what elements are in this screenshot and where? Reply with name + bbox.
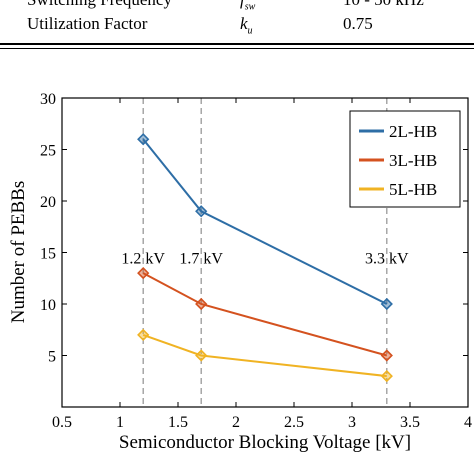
data-point-marker bbox=[380, 349, 393, 362]
data-point-marker bbox=[380, 297, 393, 311]
x-axis-label: Semiconductor Blocking Voltage [kV] bbox=[119, 432, 411, 453]
data-point-marker bbox=[195, 297, 208, 311]
vline-layer: 1.2 kV 1.7 kV 3.3 kV bbox=[121, 98, 409, 407]
data-point-marker bbox=[137, 266, 150, 280]
y-axis-label: Number of PEBBs bbox=[8, 181, 29, 324]
x-tick-label: 2.5 bbox=[284, 414, 304, 431]
data-point-marker bbox=[137, 328, 150, 342]
legend: 2L-HB 3L-HB 5L-HB bbox=[349, 110, 461, 208]
y-tick-label: 30 bbox=[40, 91, 56, 108]
table-label: Utilization Factor bbox=[27, 14, 148, 33]
y-tick-label: 10 bbox=[40, 297, 56, 314]
series-line bbox=[142, 272, 388, 357]
data-point-marker bbox=[195, 349, 208, 362]
data-point-marker bbox=[195, 205, 208, 218]
y-tick-label: 15 bbox=[40, 246, 56, 263]
x-tick-label: 3 bbox=[348, 414, 356, 431]
table-bottom-rule bbox=[0, 43, 474, 45]
table-label: Switching Frequency bbox=[27, 0, 172, 10]
legend-label: 5L-HB bbox=[389, 180, 437, 199]
x-tick-label: 1.5 bbox=[168, 414, 188, 431]
reference-line-label: 3.3 kV bbox=[365, 251, 409, 268]
reference-line-label: 1.7 kV bbox=[179, 251, 223, 268]
y-tick-label: 20 bbox=[40, 194, 56, 211]
series-line bbox=[142, 333, 387, 378]
table-bottom-rule bbox=[0, 48, 474, 49]
table-value: 10 - 50 kHz bbox=[343, 0, 424, 10]
x-tick-label: 2 bbox=[232, 414, 240, 431]
x-tick-label: 4 bbox=[464, 414, 472, 431]
data-point-marker bbox=[380, 369, 393, 383]
reference-line-label: 1.2 kV bbox=[121, 251, 165, 268]
axis-layer: 0.5 1 1.5 2 2.5 3 3.5 4 5 10 15 20 25 30 bbox=[40, 91, 472, 431]
y-tick-label: 25 bbox=[40, 143, 56, 160]
table-row: Utilization Factor ku 0.75 bbox=[0, 14, 474, 38]
legend-label: 3L-HB bbox=[389, 151, 437, 170]
series-line bbox=[142, 138, 388, 305]
x-tick-label: 3.5 bbox=[400, 414, 420, 431]
table-row: Switching Frequency fsw 10 - 50 kHz bbox=[0, 0, 474, 14]
series-layer bbox=[137, 133, 393, 383]
table-symbol: fsw bbox=[240, 0, 256, 13]
x-tick-label: 0.5 bbox=[52, 414, 72, 431]
x-tick-label: 1 bbox=[116, 414, 124, 431]
table-value: 0.75 bbox=[343, 14, 373, 33]
y-tick-label: 5 bbox=[48, 349, 56, 366]
legend-label: 2L-HB bbox=[389, 122, 437, 141]
data-point-marker bbox=[137, 133, 150, 146]
table-symbol: ku bbox=[240, 14, 253, 37]
